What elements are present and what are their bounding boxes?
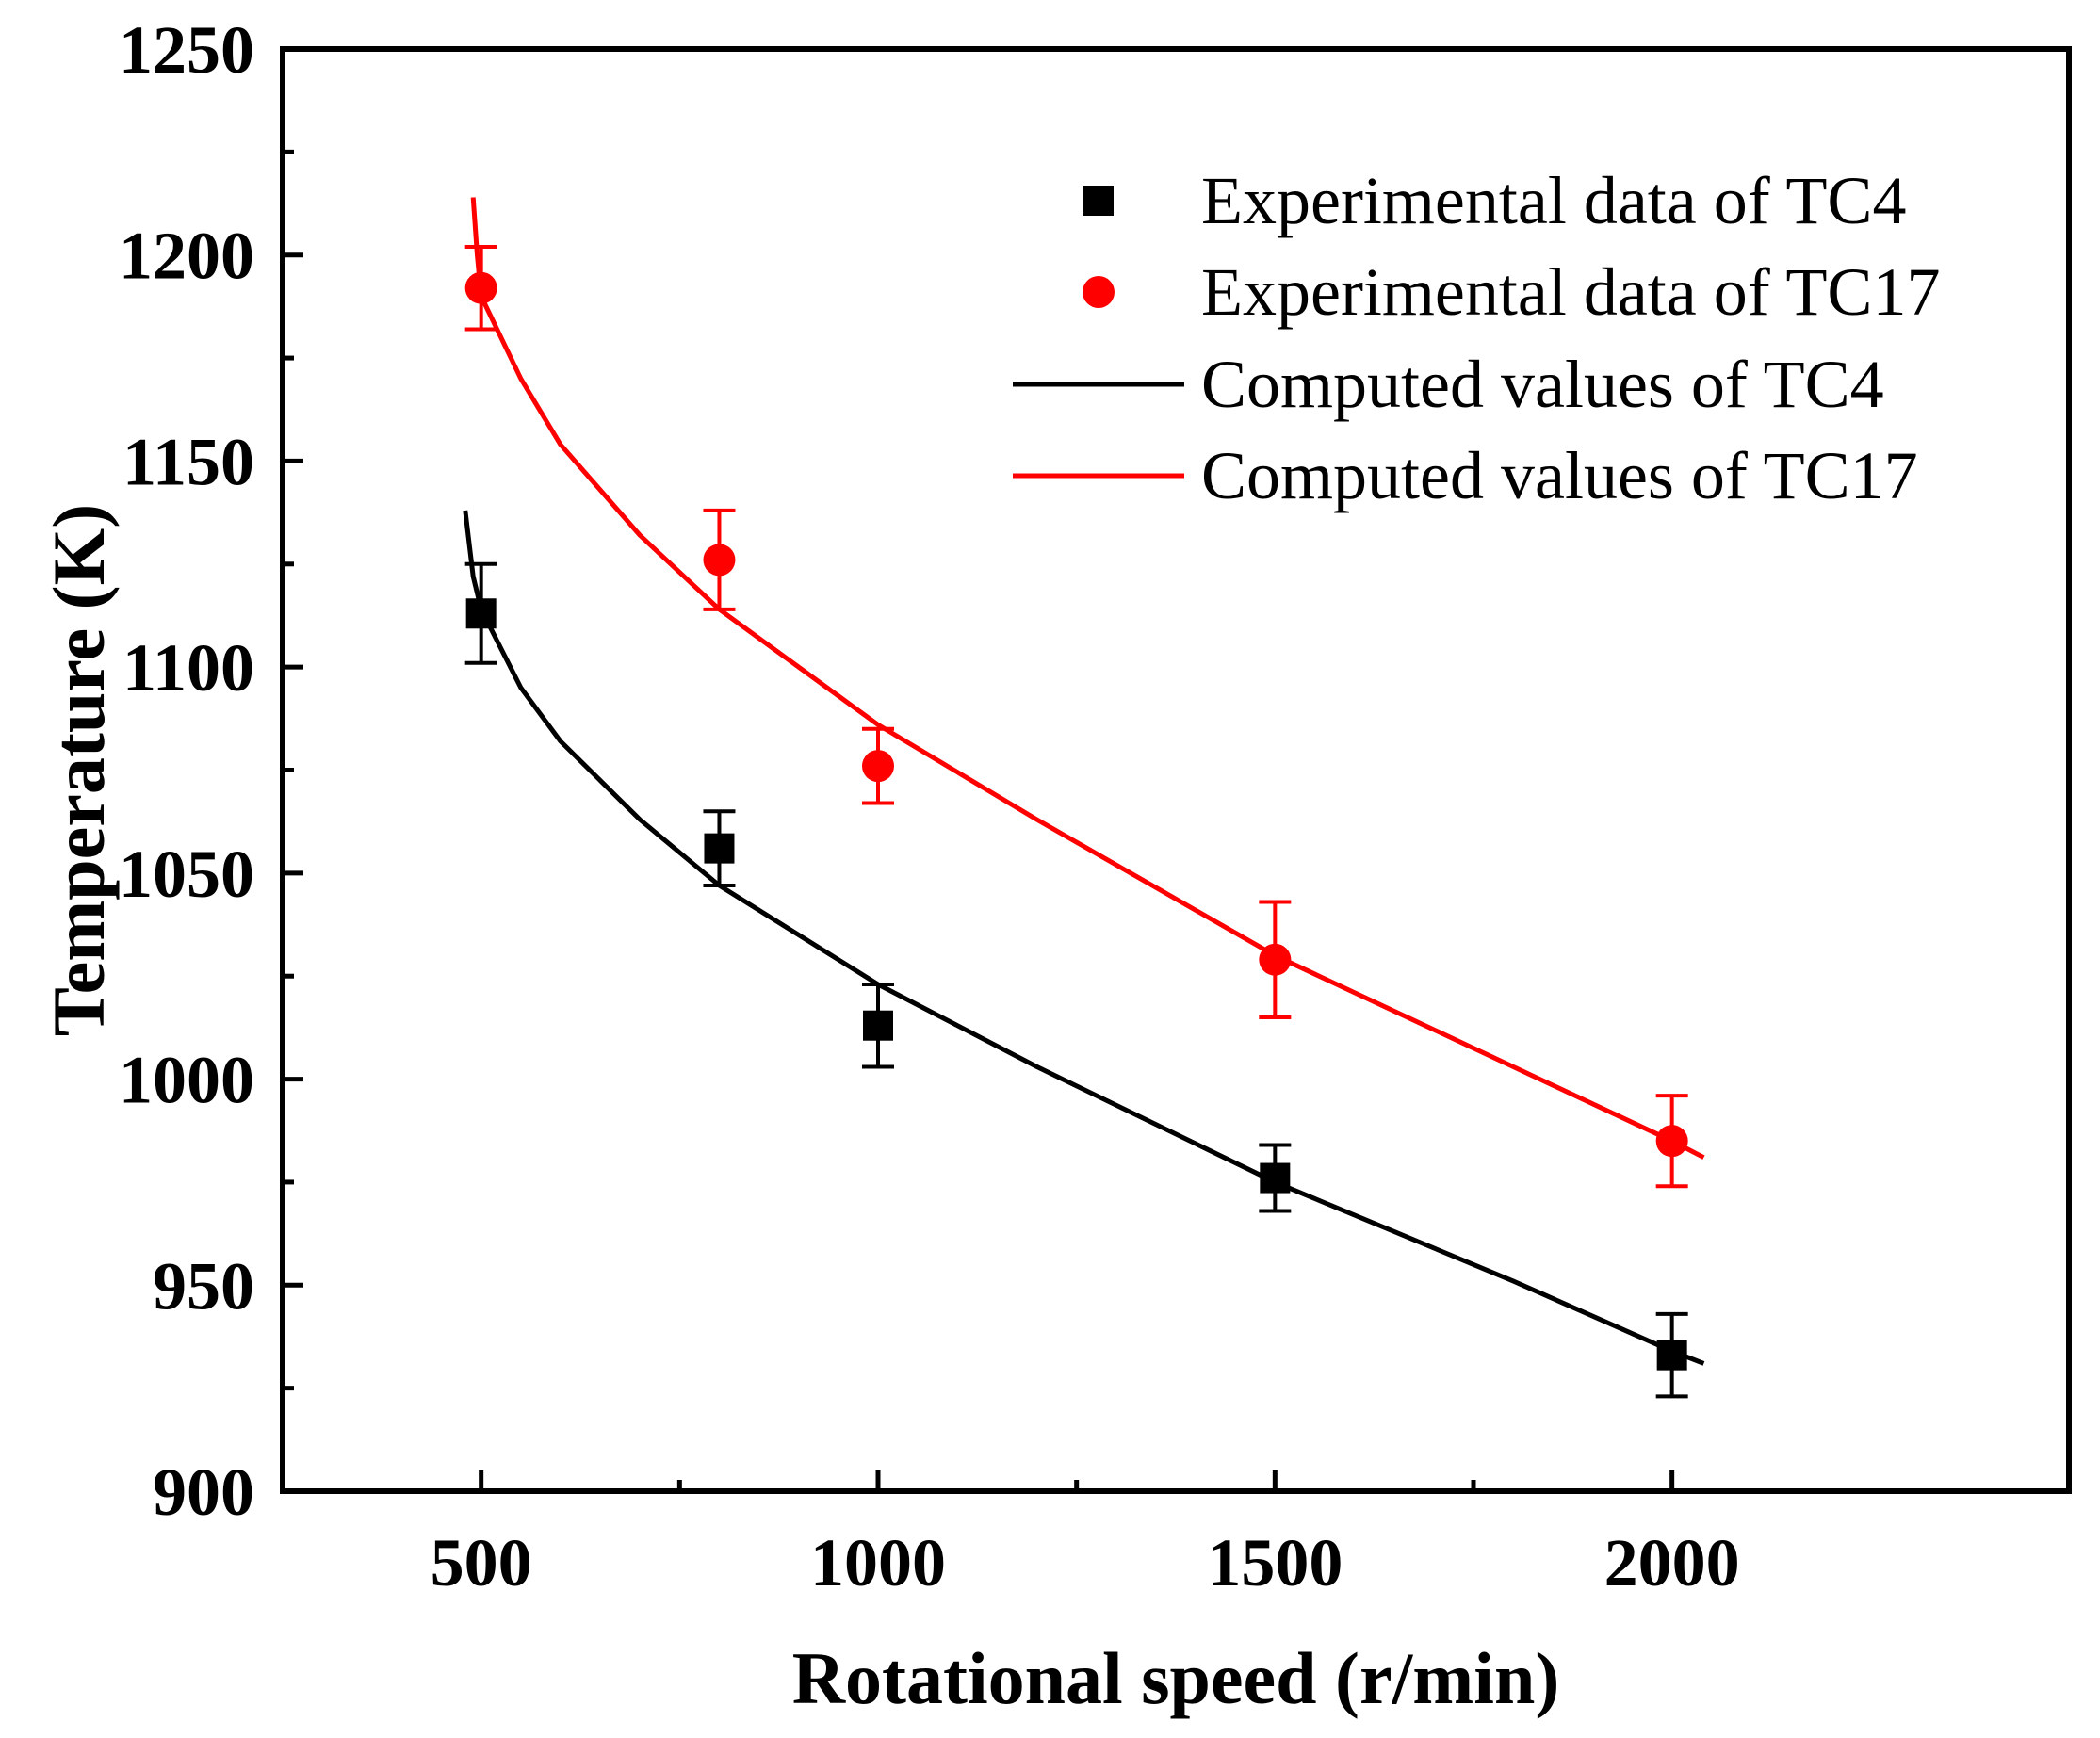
y-tick-label: 1100: [122, 630, 254, 706]
computed-line: [470, 197, 1705, 1160]
tick-label-layer: 500 1000 1500 2000 900 950 1000 1050 1100 1150 120…: [119, 12, 1740, 1600]
y-axis-title: Temperature (K): [38, 504, 120, 1036]
legend-circle-marker: [1083, 276, 1115, 308]
data-point-circle: [703, 544, 736, 577]
plot-frame: [280, 46, 2072, 1494]
legend-label: Computed values of TC4: [1201, 347, 1884, 422]
data-point-circle: [862, 750, 894, 783]
y-tick-label: 1150: [122, 424, 254, 499]
data-point-circle: [464, 271, 497, 304]
x-tick-label: 2000: [1604, 1525, 1740, 1600]
computed-line: [463, 510, 1705, 1366]
y-tick-label: 1200: [119, 219, 254, 294]
x-tick-label: 1000: [810, 1525, 946, 1600]
data-point-square: [1260, 1162, 1291, 1194]
y-tick-label: 1000: [119, 1043, 254, 1118]
y-tick-label: 1050: [119, 837, 254, 912]
data-point-square: [704, 833, 735, 864]
x-tick-label: 1500: [1207, 1525, 1343, 1600]
x-tick-label: 500: [431, 1525, 532, 1600]
y-tick-label: 900: [153, 1454, 254, 1530]
legend-label: Computed values of TC17: [1201, 438, 1918, 513]
point-layer: [464, 244, 1688, 1399]
x-axis-title: Rotational speed (r/min): [792, 1637, 1560, 1719]
legend-label: Experimental data of TC17: [1201, 254, 1940, 330]
y-tick-label: 1250: [119, 12, 254, 88]
data-point-square: [465, 598, 497, 629]
legend-label: Experimental data of TC4: [1201, 163, 1906, 238]
data-point-square: [1656, 1340, 1687, 1371]
y-tick-label: 950: [153, 1248, 254, 1324]
legend: Experimental data of TC4 Experimental dat…: [1013, 163, 1940, 513]
data-point-circle: [1655, 1125, 1688, 1158]
data-point-circle: [1259, 943, 1292, 976]
data-point-square: [863, 1010, 893, 1041]
legend-square-marker: [1083, 186, 1114, 216]
